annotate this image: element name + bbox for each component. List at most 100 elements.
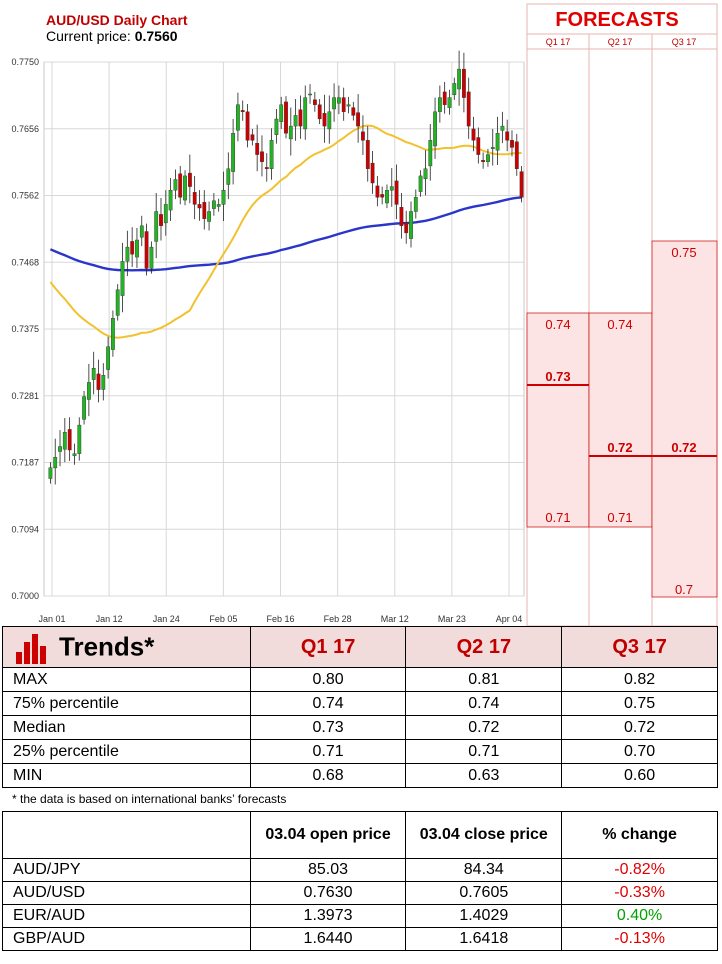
trends-row-label: 75% percentile — [2, 691, 251, 716]
prices-header-open: 03.04 open price — [249, 811, 407, 859]
candle-body — [139, 225, 144, 238]
candle-body — [505, 131, 510, 141]
chart-axis-labels: 0.7750 0.7656 0.7562 0.7468 0.7375 0.7281 0.71… — [11, 57, 522, 624]
forecast-q2-low: 0.71 — [607, 510, 632, 525]
trends-header-q3: Q3 17 — [561, 626, 718, 668]
candle-body — [187, 172, 192, 187]
forecast-quarter-q2: Q2 17 — [608, 37, 633, 47]
trends-cell: 0.74 — [249, 691, 407, 716]
candle-body — [240, 110, 245, 113]
candle-body — [519, 171, 524, 198]
candle-body — [207, 211, 211, 222]
candle-body — [284, 101, 288, 134]
forecast-q1-high: 0.74 — [545, 317, 570, 332]
candle-body — [303, 97, 308, 130]
candle-body — [106, 346, 111, 370]
x-tick-label: Jan 24 — [153, 614, 180, 624]
candle-body — [144, 231, 149, 269]
candle-body — [221, 189, 226, 205]
candle-body — [500, 125, 505, 131]
forecast-q2-range — [588, 312, 653, 528]
y-tick-label: 0.7562 — [11, 191, 39, 201]
close-price: 1.4029 — [405, 904, 563, 928]
x-tick-label: Feb 05 — [209, 614, 237, 624]
candle-body — [298, 109, 303, 127]
candle-body — [486, 154, 490, 162]
candle-body — [274, 118, 279, 135]
open-price: 1.6440 — [249, 927, 407, 951]
forecast-q2-high: 0.74 — [607, 317, 632, 332]
trends-title-cell: Trends* — [2, 626, 251, 668]
x-tick-label: Feb 16 — [266, 614, 294, 624]
candle-body — [255, 142, 260, 155]
candle-body — [375, 185, 380, 198]
trends-cell: 0.71 — [249, 739, 407, 764]
candle-body — [130, 241, 135, 255]
candle-body — [346, 104, 351, 107]
candle-body — [313, 99, 317, 105]
table-row: AUD/JPY 85.03 84.34 -0.82% — [2, 858, 718, 882]
table-row: AUD/USD 0.7630 0.7605 -0.33% — [2, 881, 718, 905]
forecast-q1-median: 0.73 — [545, 369, 570, 384]
trends-table: Trends* Q1 17 Q2 17 Q3 17 MAX 0.80 0.81 … — [2, 626, 718, 788]
trends-row-label: MIN — [2, 763, 251, 788]
y-tick-label: 0.7281 — [11, 391, 39, 401]
y-tick-label: 0.7750 — [11, 57, 39, 67]
trends-cell: 0.74 — [405, 691, 563, 716]
open-price: 0.7630 — [249, 881, 407, 905]
trends-cell: 0.68 — [249, 763, 407, 788]
candle-body — [62, 432, 67, 450]
candle-body — [365, 140, 370, 170]
x-tick-label: Jan 01 — [38, 614, 65, 624]
forecasts-panel: FORECASTS Q1 17 Q2 17 Q3 17 0.74 0.73 0.… — [526, 3, 718, 626]
table-row: MAX 0.80 0.81 0.82 — [2, 667, 718, 692]
candle-body — [438, 97, 442, 112]
close-price: 0.7605 — [405, 881, 563, 905]
table-row: EUR/AUD 1.3973 1.4029 0.40% — [2, 904, 718, 928]
percent-change: -0.13% — [561, 927, 718, 951]
prices-header-row: 03.04 open price 03.04 close price % cha… — [2, 811, 718, 859]
chart-grid — [43, 61, 525, 597]
candle-body — [361, 131, 365, 141]
forecast-q3-high: 0.75 — [671, 245, 696, 260]
bar-chart-icon — [16, 633, 46, 664]
candle-body — [250, 134, 255, 141]
candle-body — [226, 168, 231, 185]
candle-body — [163, 204, 168, 224]
candle-body — [510, 140, 514, 148]
candle-body — [481, 160, 485, 162]
trends-row-label: 25% percentile — [2, 739, 251, 764]
prices-header-change: % change — [561, 811, 718, 859]
aud-usd-chart: 0.7750 0.7656 0.7562 0.7468 0.7375 0.7281 0.71… — [11, 3, 718, 626]
candle-body — [385, 189, 389, 204]
forecast-q1-low: 0.71 — [545, 510, 570, 525]
forecast-quarter-q3: Q3 17 — [672, 37, 697, 47]
current-price-label-text: Current price: — [46, 28, 131, 44]
current-price-label: Current price: 0.7560 — [46, 28, 178, 44]
candle-body — [418, 175, 423, 192]
candle-body — [178, 173, 183, 198]
candle-body — [48, 467, 53, 479]
current-price-value: 0.7560 — [135, 28, 178, 44]
pair-label: GBP/AUD — [2, 927, 251, 951]
candle-body — [409, 211, 413, 239]
candle-body — [235, 104, 240, 131]
candle-body — [86, 382, 91, 400]
table-row: 25% percentile 0.71 0.71 0.70 — [2, 739, 718, 764]
forecast-quarter-q1: Q1 17 — [546, 37, 571, 47]
forecast-q1-range — [526, 312, 590, 528]
table-row: GBP/AUD 1.6440 1.6418 -0.13% — [2, 927, 718, 951]
candle-body — [149, 246, 154, 269]
candle-body — [110, 318, 115, 350]
trends-cell: 0.80 — [249, 667, 407, 692]
candle-body — [288, 125, 293, 140]
x-tick-label: Mar 23 — [438, 614, 466, 624]
candle-body — [442, 91, 447, 105]
candle-body — [72, 453, 77, 456]
candle-body — [154, 211, 159, 242]
candle-body — [394, 180, 399, 205]
footnote: * the data is based on international ban… — [12, 792, 287, 806]
table-row: MIN 0.68 0.63 0.60 — [2, 763, 718, 788]
trends-cell: 0.60 — [561, 763, 718, 788]
open-price: 1.3973 — [249, 904, 407, 928]
